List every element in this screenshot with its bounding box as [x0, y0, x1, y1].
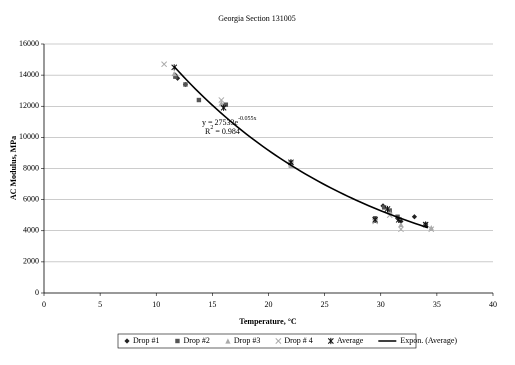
marker: [124, 338, 130, 344]
legend-label: Drop #1: [133, 336, 159, 345]
equation-power: -0.055x: [238, 116, 257, 122]
legend-label: Drop #2: [183, 336, 209, 345]
x-tick-label: 40: [489, 300, 497, 309]
equation: y = 27533e-0.055x: [202, 116, 257, 126]
y-tick-label: 8000: [23, 163, 39, 172]
marker: [275, 338, 282, 344]
marker: [384, 205, 391, 213]
x-axis-label: Temperature, °C: [239, 317, 297, 326]
y-axis-label: AC Modulus, MPa: [9, 136, 18, 200]
chart-title: Georgia Section 131005: [218, 14, 296, 23]
y-tick-label: 0: [35, 288, 39, 297]
legend-box: [117, 333, 417, 349]
y-tick-label: 12000: [19, 101, 39, 110]
marker: [372, 216, 379, 223]
marker: [161, 61, 168, 68]
marker: [225, 338, 231, 344]
r-squared: R2 = 0.984: [205, 125, 240, 135]
legend-label: Drop # 4: [284, 336, 312, 345]
y-tick-label: 14000: [19, 70, 39, 79]
marker: [171, 70, 177, 77]
x-tick-label: 30: [377, 300, 385, 309]
marker: [183, 82, 188, 87]
x-tick-label: 5: [98, 300, 102, 309]
r2-power: 2: [210, 125, 213, 131]
r2-value: = 0.984: [213, 127, 240, 136]
x-tick-label: 25: [321, 300, 329, 309]
marker: [218, 100, 224, 106]
x-tick-label: 20: [265, 300, 273, 309]
legend-label: Average: [337, 336, 364, 345]
marker: [428, 225, 434, 231]
equation-base: y = 27533e: [202, 118, 239, 127]
legend-label: Expon. (Average): [400, 336, 457, 345]
legend-label: Drop #3: [234, 336, 260, 345]
x-tick-label: 0: [42, 300, 46, 309]
x-tick-label: 10: [152, 300, 160, 309]
y-tick-label: 16000: [19, 39, 39, 48]
marker: [218, 97, 225, 103]
marker: [428, 226, 435, 233]
marker: [175, 338, 180, 344]
y-tick-label: 4000: [23, 226, 39, 235]
marker: [411, 214, 418, 220]
marker: [398, 226, 404, 233]
marker: [220, 104, 227, 111]
x-tick-label: 15: [208, 300, 216, 309]
x-tick-label: 35: [433, 300, 441, 309]
marker: [381, 205, 387, 210]
trendline: [173, 66, 429, 229]
y-tick-label: 2000: [23, 257, 39, 266]
marker: [398, 221, 404, 228]
marker: [327, 337, 334, 345]
r2-symbol: R: [205, 127, 211, 136]
y-tick-label: 6000: [23, 194, 39, 203]
marker: [196, 97, 202, 103]
marker: [223, 102, 229, 107]
marker: [173, 74, 178, 79]
y-tick-label: 10000: [19, 132, 39, 141]
